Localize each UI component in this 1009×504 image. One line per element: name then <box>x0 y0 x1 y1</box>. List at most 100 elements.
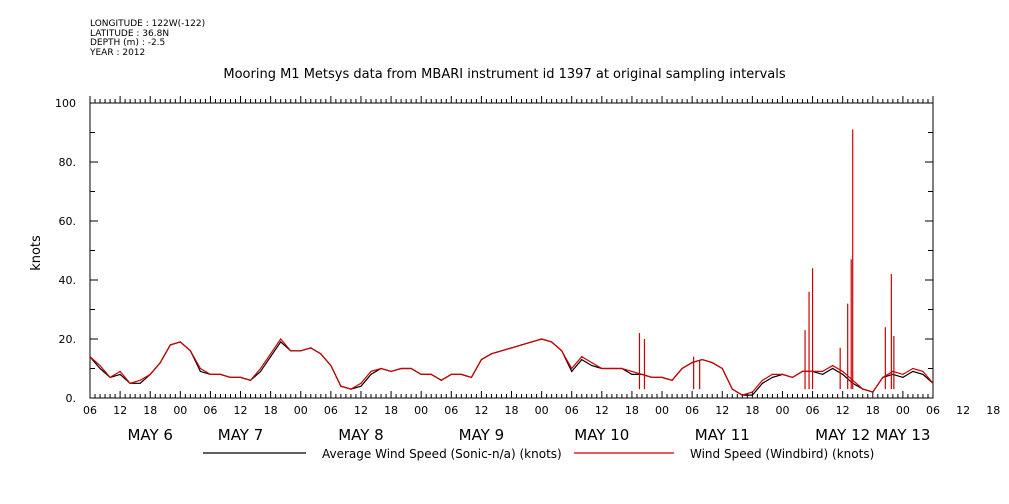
data-point <box>912 367 914 370</box>
data-point <box>109 376 111 378</box>
data-point <box>209 373 212 375</box>
data-point <box>832 364 834 367</box>
x-tick-label: 06 <box>806 404 820 417</box>
data-point <box>139 382 141 384</box>
data-point <box>199 367 201 370</box>
data-point <box>701 359 703 361</box>
x-day-label: MAY 11 <box>695 426 750 444</box>
data-point <box>892 373 894 375</box>
data-point <box>370 370 372 373</box>
data-point <box>631 373 633 375</box>
data-point <box>290 350 292 352</box>
y-axis-label: knots <box>29 235 44 271</box>
data-point <box>902 373 904 375</box>
x-tick-label: 00 <box>414 404 428 417</box>
data-point <box>310 347 312 349</box>
x-tick-label: 18 <box>143 404 157 417</box>
data-point <box>320 353 322 355</box>
x-tick-label: 18 <box>384 404 398 417</box>
data-point <box>751 391 753 393</box>
data-point <box>360 382 362 384</box>
data-point <box>912 370 914 373</box>
x-axis: 06 12 18 00 06 12 18 00 06 12 18 00 06 12 18 00 06 12 18 00… <box>83 96 1000 444</box>
data-point <box>781 373 784 375</box>
data-point <box>581 356 583 358</box>
data-point <box>892 370 894 373</box>
x-tick-label: 18 <box>986 404 1000 417</box>
data-point <box>249 379 252 381</box>
x-day-label: MAY 6 <box>127 426 173 444</box>
data-point <box>681 367 683 370</box>
data-point <box>260 370 262 373</box>
data-point <box>500 350 503 352</box>
data-point <box>771 376 774 378</box>
data-point <box>239 376 242 378</box>
data-point <box>370 373 372 375</box>
data-point <box>129 382 131 384</box>
x-day-label: MAY 12 <box>815 426 870 444</box>
series-1 <box>89 338 934 396</box>
data-point <box>400 367 402 370</box>
data-point <box>340 385 342 387</box>
data-point <box>791 376 794 378</box>
y-tick-label: 20. <box>59 333 77 346</box>
series-layer <box>89 129 934 396</box>
data-point <box>149 373 151 375</box>
data-point <box>390 370 392 373</box>
legend: Average Wind Speed (Sonic-n/a) (knots) Wi… <box>203 447 874 461</box>
data-point <box>601 367 603 370</box>
data-point <box>932 382 934 384</box>
x-tick-label: 06 <box>926 404 940 417</box>
data-point <box>410 367 412 370</box>
legend-label: Wind Speed (Windbird) (knots) <box>690 447 874 461</box>
x-tick-label: 00 <box>294 404 308 417</box>
data-point <box>510 347 513 349</box>
x-tick-label: 06 <box>324 404 338 417</box>
data-point <box>530 341 533 343</box>
x-tick-label: 00 <box>535 404 549 417</box>
x-tick-label: 12 <box>474 404 488 417</box>
data-point <box>591 362 593 364</box>
data-point <box>89 356 91 358</box>
x-tick-label: 12 <box>715 404 729 417</box>
data-point <box>882 376 884 378</box>
data-point <box>280 341 282 343</box>
data-point <box>551 341 553 343</box>
data-point <box>801 370 804 373</box>
x-tick-label: 06 <box>444 404 458 417</box>
x-tick-label: 18 <box>866 404 880 417</box>
data-point <box>922 373 924 375</box>
x-tick-label: 06 <box>83 404 97 417</box>
data-point <box>661 376 663 378</box>
data-point <box>270 356 272 358</box>
data-point <box>260 367 262 370</box>
depth-label: DEPTH (m) : -2.5 <box>90 38 166 48</box>
data-point <box>862 388 864 390</box>
data-point <box>139 379 141 381</box>
x-tick-label: 06 <box>685 404 699 417</box>
data-point <box>541 338 543 340</box>
data-point <box>651 376 653 378</box>
data-point <box>581 359 583 361</box>
x-tick-label: 00 <box>775 404 789 417</box>
data-point <box>561 350 563 352</box>
x-day-label: MAY 10 <box>574 426 629 444</box>
data-point <box>490 353 493 355</box>
x-tick-label: 18 <box>625 404 639 417</box>
data-point <box>902 376 904 378</box>
y-tick-label: 40. <box>59 274 77 287</box>
latitude-label: LATITUDE : 36.8N <box>90 28 170 39</box>
x-tick-label: 00 <box>896 404 910 417</box>
x-day-label: MAY 13 <box>875 426 930 444</box>
data-point <box>380 367 382 370</box>
data-point <box>99 367 101 370</box>
data-point <box>751 394 753 396</box>
x-tick-label: 12 <box>956 404 970 417</box>
x-tick-label: 12 <box>595 404 609 417</box>
data-point <box>460 373 462 375</box>
data-point <box>761 382 763 384</box>
data-point <box>591 364 593 367</box>
data-point <box>430 373 432 375</box>
data-point <box>741 394 743 396</box>
